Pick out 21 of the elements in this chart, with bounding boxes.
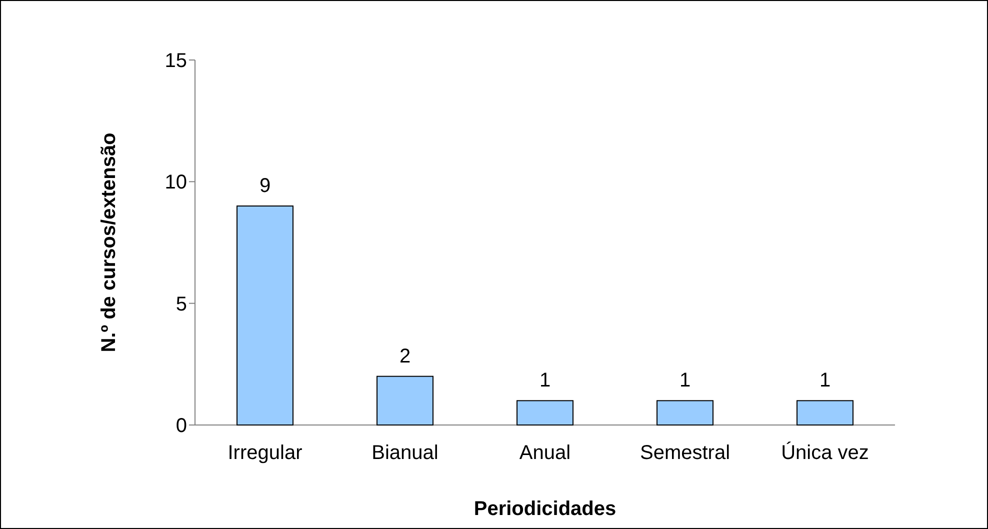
y-tick-label: 15 — [164, 50, 187, 72]
y-tick-label: 0 — [176, 415, 187, 437]
y-axis-title: N.º de cursos/extensão — [98, 132, 120, 352]
x-axis-title: Periodicidades — [474, 498, 616, 520]
data-label: 2 — [399, 345, 411, 368]
bar — [376, 376, 434, 426]
x-tick-label: Única vez — [781, 441, 869, 464]
x-tick-label: Irregular — [228, 442, 303, 464]
data-label: 1 — [819, 370, 831, 392]
data-label: 1 — [539, 370, 551, 392]
bar — [656, 400, 714, 426]
bar — [516, 400, 574, 426]
x-tick-label: Anual — [519, 442, 571, 464]
bar — [236, 206, 294, 426]
x-tick-label: Bianual — [372, 442, 438, 464]
y-tick-label: 5 — [176, 293, 187, 316]
bar — [796, 400, 854, 426]
x-tick-label: Semestral — [640, 442, 730, 464]
data-label: 9 — [259, 175, 271, 197]
y-tick-label: 10 — [164, 172, 187, 194]
data-label: 1 — [679, 370, 691, 392]
